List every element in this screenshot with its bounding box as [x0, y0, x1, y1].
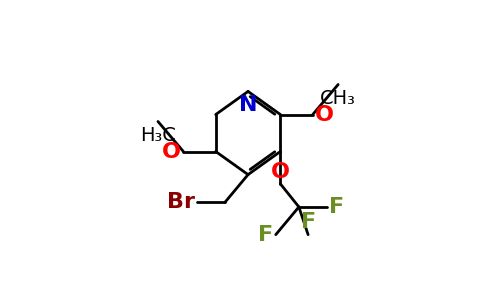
Text: F: F [301, 212, 316, 232]
Text: N: N [239, 95, 257, 115]
Text: H₃C: H₃C [140, 126, 176, 145]
Text: O: O [271, 161, 290, 182]
Text: F: F [258, 225, 273, 245]
Text: O: O [315, 104, 334, 124]
Text: F: F [329, 197, 344, 217]
Text: Br: Br [167, 192, 195, 212]
Text: O: O [162, 142, 181, 161]
Text: CH₃: CH₃ [320, 89, 356, 108]
